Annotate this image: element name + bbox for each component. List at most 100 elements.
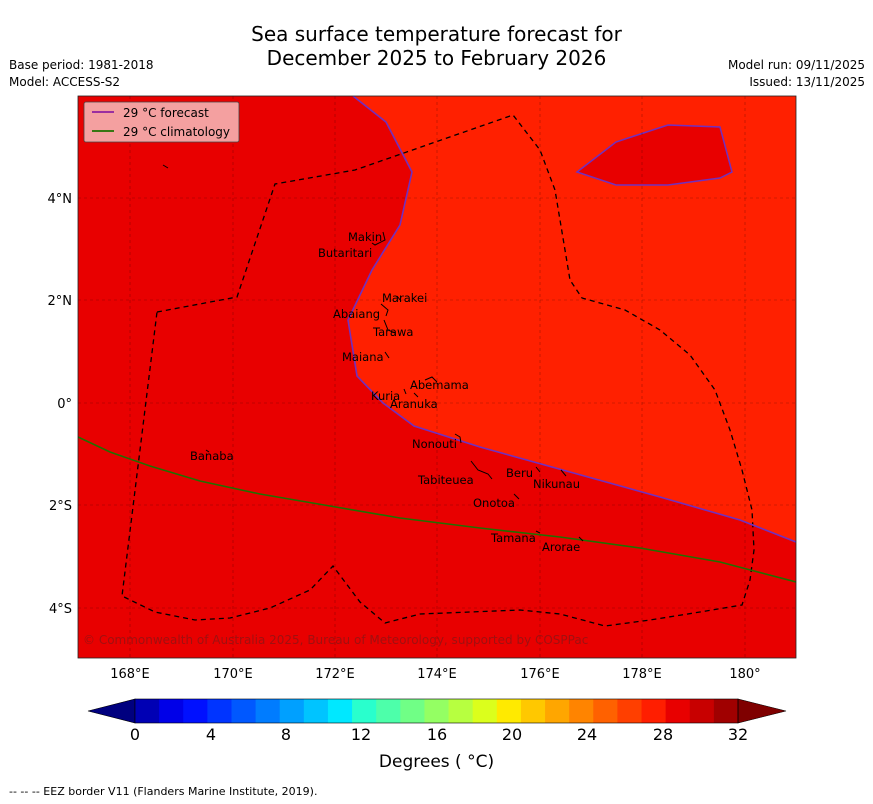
colorbar-swatch: [207, 699, 232, 723]
label-banaba: Banaba: [190, 449, 234, 463]
gridlines: [78, 96, 796, 658]
x-tick-168: 168°E: [110, 667, 150, 682]
sst-warm-region: [348, 96, 796, 542]
label-nonouti: Nonouti: [412, 437, 457, 451]
colorbar-swatch: [713, 699, 739, 723]
colorbar-swatch: [135, 699, 160, 723]
model-name: Model: ACCESS-S2: [9, 75, 121, 89]
colorbar-swatch: [424, 699, 449, 723]
climatology-29c-line: [78, 436, 796, 583]
island-nikunau: [560, 469, 567, 477]
y-axis-ticks: 4°N 2°N 0° 2°S 4°S: [48, 192, 73, 617]
x-tick-170: 170°E: [213, 667, 253, 682]
label-tabiteuea: Tabiteuea: [417, 473, 474, 487]
island-kuria: [403, 388, 407, 395]
x-tick-174: 174°E: [417, 667, 457, 682]
x-tick-172: 172°E: [315, 667, 355, 682]
colorbar-ticks: 0 4 8 12 16 20 24 28 32: [130, 725, 748, 744]
cbar-tick-20: 20: [502, 725, 522, 744]
island-banaba: [205, 449, 210, 453]
colorbar-frame: [134, 698, 739, 724]
label-tamana: Tamana: [490, 531, 536, 545]
island-nw: [162, 164, 169, 169]
label-abemama: Abemama: [410, 378, 469, 392]
colorbar-swatch: [183, 699, 208, 723]
x-tick-180: 180°: [729, 667, 760, 682]
colorbar-swatch: [569, 699, 594, 723]
map-frame: [77, 95, 797, 659]
label-onotoa: Onotoa: [473, 496, 515, 510]
colorbar-label: Degrees ( °C): [378, 752, 495, 772]
label-tarawa: Tarawa: [372, 325, 413, 339]
colorbar-extend-low: [87, 698, 136, 724]
island-aranuka: [413, 392, 419, 398]
colorbar-swatch: [303, 699, 329, 723]
island-onotoa: [513, 493, 520, 500]
island-tabiteuea: [470, 460, 493, 480]
legend-forecast: 29 °C forecast: [123, 106, 209, 120]
label-aranuka: Aranuka: [390, 397, 438, 411]
colorbar-swatch: [352, 699, 377, 723]
colorbar-swatch: [279, 699, 305, 723]
colorbar-swatch: [327, 699, 353, 723]
colorbar-extend-high: [737, 698, 787, 724]
label-abaiang: Abaiang: [333, 307, 380, 321]
island-labels: Makin Butaritari Marakei Abaiang Tarawa …: [190, 230, 580, 554]
colorbar-swatch: [472, 699, 498, 723]
model-run: Model run: 09/11/2025: [727, 58, 865, 72]
y-tick-4s: 4°S: [49, 602, 72, 617]
colorbar-swatch: [376, 699, 401, 723]
island-arorae: [578, 536, 584, 542]
label-butaritari: Butaritari: [318, 246, 372, 260]
colorbar-swatch: [617, 699, 642, 723]
title-line-2: December 2025 to February 2026: [266, 46, 607, 70]
x-tick-178: 178°E: [622, 667, 662, 682]
label-marakei: Marakei: [382, 291, 427, 305]
base-period: Base period: 1981-2018: [9, 58, 154, 72]
map-area: Makin Butaritari Marakei Abaiang Tarawa …: [78, 96, 796, 658]
island-beru: [535, 466, 541, 473]
colorbar-swatch: [641, 699, 667, 723]
colorbar-swatch: [159, 699, 184, 723]
islands: [162, 164, 584, 542]
cbar-tick-28: 28: [653, 725, 673, 744]
colorbar-swatch: [496, 699, 522, 723]
island-tamana: [535, 530, 541, 534]
x-tick-176: 176°E: [520, 667, 560, 682]
y-tick-2n: 2°N: [48, 294, 73, 309]
sst-cool-patch: [575, 124, 733, 186]
cbar-tick-24: 24: [577, 725, 597, 744]
colorbar-swatch: [545, 699, 570, 723]
island-tarawa: [383, 319, 396, 334]
label-beru: Beru: [506, 466, 533, 480]
meta-right: Model run: 09/11/2025 Issued: 13/11/2025: [728, 57, 865, 91]
cbar-tick-16: 16: [427, 725, 447, 744]
y-tick-4n: 4°N: [48, 192, 73, 207]
label-kuria: Kuria: [371, 389, 400, 403]
colorbar: [87, 698, 787, 724]
colorbar-swatch: [255, 699, 281, 723]
cbar-tick-4: 4: [206, 725, 216, 744]
label-maiana: Maiana: [342, 350, 384, 364]
cbar-tick-32: 32: [728, 725, 748, 744]
colorbar-swatch: [231, 699, 256, 723]
copyright-text: © Commonwealth of Australia 2025, Bureau…: [83, 633, 588, 647]
colorbar-swatch: [593, 699, 618, 723]
label-arorae: Arorae: [542, 540, 580, 554]
legend: 29 °C forecast 29 °C climatology: [83, 101, 240, 143]
meta-left: Base period: 1981-2018 Model: ACCESS-S2: [9, 57, 154, 91]
y-tick-2s: 2°S: [49, 499, 72, 514]
island-abaiang: [380, 303, 389, 317]
island-maiana: [384, 351, 390, 359]
issued-date: Issued: 13/11/2025: [749, 75, 865, 89]
colorbar-swatch: [400, 699, 425, 723]
cbar-tick-8: 8: [281, 725, 291, 744]
island-makin: [371, 231, 386, 246]
island-abemama: [424, 376, 438, 383]
label-makin: Makin: [348, 230, 382, 244]
island-nonouti: [454, 433, 462, 444]
island-marakei: [396, 295, 402, 302]
cbar-tick-12: 12: [351, 725, 371, 744]
colorbar-swatch: [448, 699, 474, 723]
cbar-tick-0: 0: [130, 725, 140, 744]
